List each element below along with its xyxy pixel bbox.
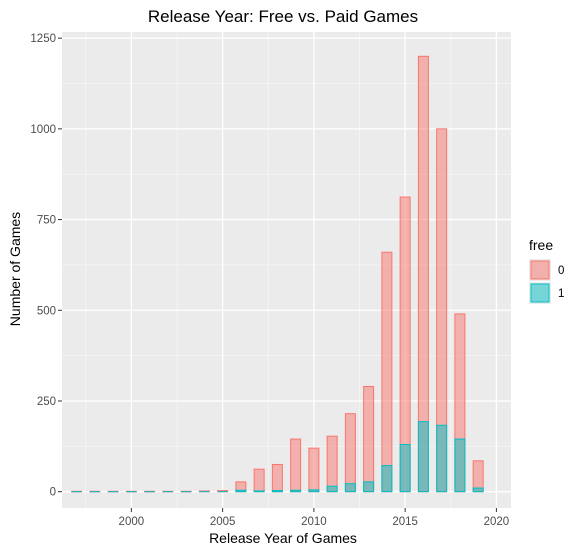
bar (381, 465, 393, 493)
bar (454, 438, 466, 493)
bar (290, 489, 302, 493)
legend-label: 1 (558, 288, 564, 300)
bar (436, 424, 448, 493)
bar (253, 468, 265, 493)
bar (381, 251, 393, 493)
x-tick-label: 2020 (484, 516, 510, 528)
bar (271, 463, 283, 493)
bar (290, 438, 302, 493)
bar (308, 489, 320, 493)
bar (363, 481, 375, 493)
legend-title: free (529, 237, 553, 253)
bars (71, 55, 484, 493)
bar (271, 490, 283, 493)
legend-key (530, 260, 550, 280)
bar (472, 487, 484, 493)
bar (253, 490, 265, 493)
legend-label: 0 (558, 265, 564, 277)
x-tick-label: 2005 (210, 516, 236, 528)
bar (417, 421, 429, 493)
bar (235, 489, 247, 493)
chart-title: Release Year: Free vs. Paid Games (148, 7, 418, 26)
y-tick-label: 500 (37, 305, 56, 317)
bar (326, 485, 338, 493)
x-tick-label: 2000 (119, 516, 145, 528)
bar (344, 483, 356, 493)
y-tick-label: 1000 (30, 124, 56, 136)
y-tick-label: 250 (37, 396, 56, 408)
bar (326, 435, 338, 493)
x-axis-label: Release Year of Games (209, 530, 357, 546)
y-tick-label: 1250 (30, 33, 56, 45)
axis-ticks: 0 250 500 750 1000 1250 2000 2005 2010 2015 2020 (30, 33, 509, 528)
bar (308, 447, 320, 493)
x-tick-label: 2010 (301, 516, 327, 528)
bar (363, 385, 375, 493)
x-tick-label: 2015 (392, 516, 418, 528)
bar (472, 460, 484, 493)
y-tick-label: 0 (50, 487, 56, 499)
legend-key (530, 283, 550, 303)
bar (344, 413, 356, 493)
y-tick-label: 750 (37, 215, 56, 227)
series-1 (71, 421, 484, 493)
legend: free 0 1 (529, 237, 564, 304)
y-axis-label: Number of Games (7, 212, 23, 326)
bar (399, 444, 411, 493)
